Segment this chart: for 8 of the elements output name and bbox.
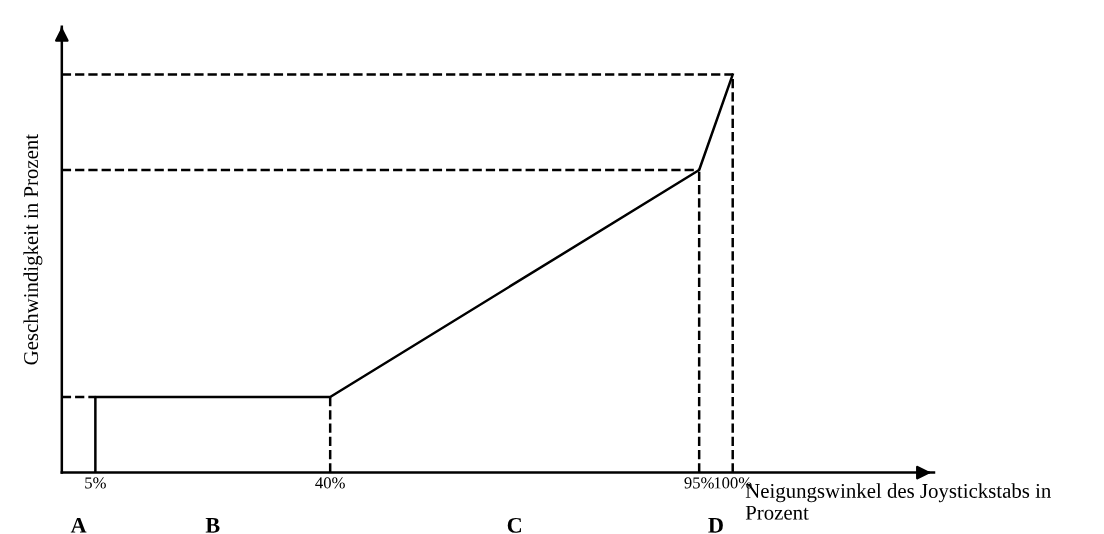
y-axis-title: Geschwindigkeit in Prozent xyxy=(23,134,43,365)
x-tick-label: 40% xyxy=(315,477,345,489)
text: D xyxy=(708,518,723,533)
x-tick-label: 95% xyxy=(684,477,714,489)
text: A xyxy=(70,517,87,533)
text: B xyxy=(205,518,220,533)
text: C xyxy=(507,517,522,533)
x-tick-label: 5% xyxy=(85,477,106,489)
